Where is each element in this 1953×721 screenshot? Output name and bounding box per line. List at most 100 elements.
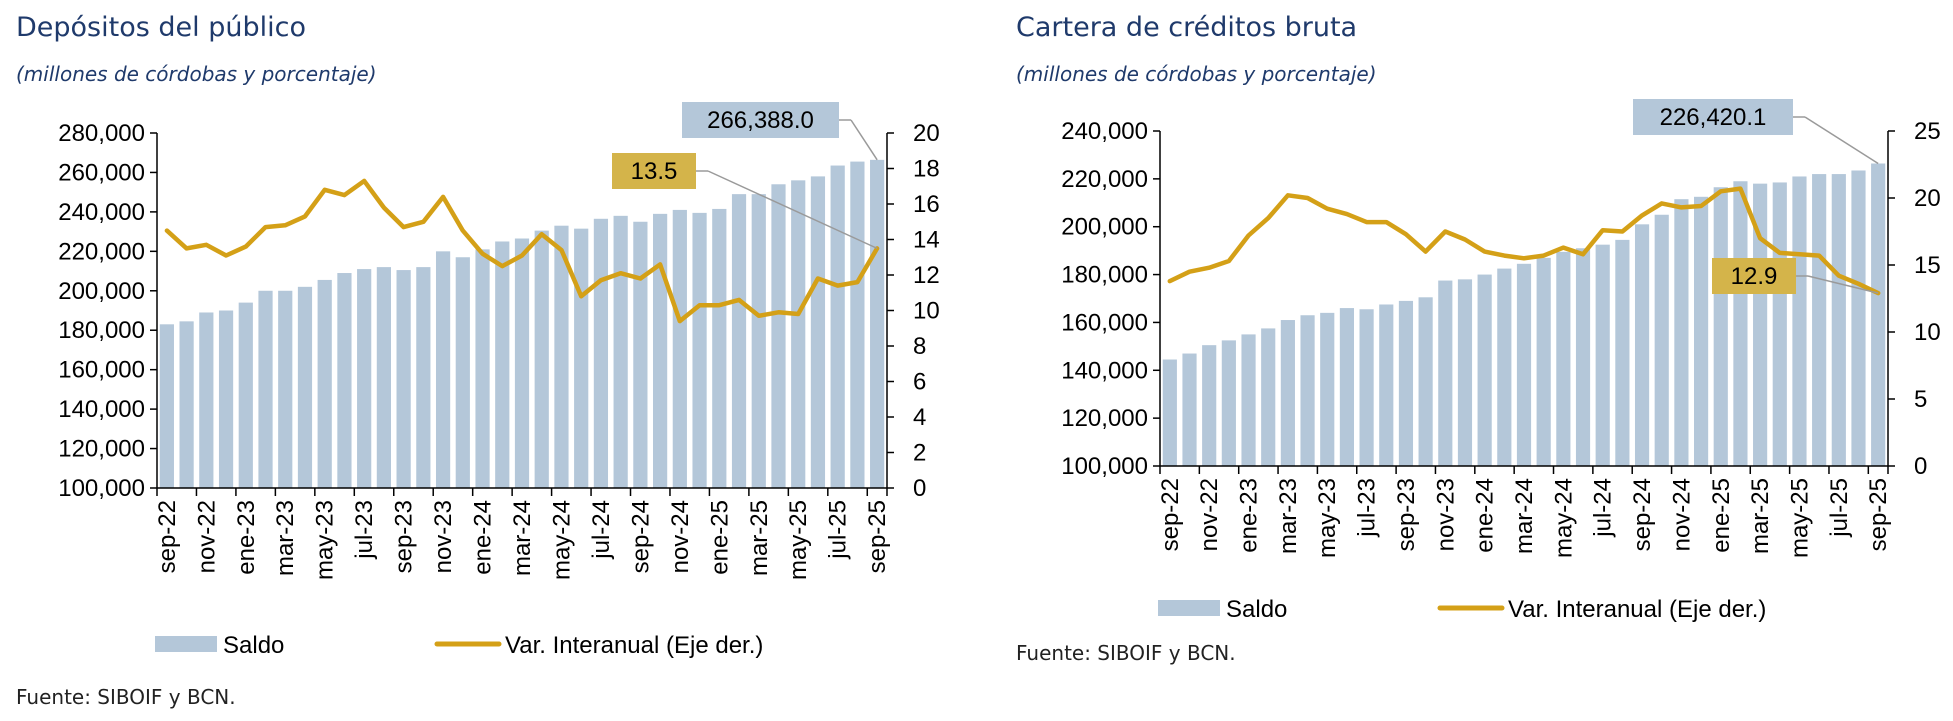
y-tick-label: 220,000 [58,238,145,265]
bar [317,279,332,488]
y-tick-label: 220,000 [1061,166,1148,193]
bar [396,270,411,488]
callout-box [1633,99,1793,135]
bar [337,273,352,488]
y-tick-label: 180,000 [1061,262,1148,289]
bar [514,238,530,488]
callout-line: 12.9 [1712,258,1879,294]
bar [554,225,569,488]
bar [1339,308,1355,466]
chart-title: Depósitos del público [16,12,306,43]
bar [1713,187,1728,466]
panel-cartera: Cartera de créditos bruta (millones de c… [1000,0,1953,721]
x-tick-label: ene-24 [1472,478,1499,553]
x-tick-label: nov-24 [1668,478,1695,551]
bar [1280,320,1295,466]
x-tick-label: mar-23 [1275,478,1302,554]
bar [1477,274,1492,466]
x-tick-label: sep-22 [1157,478,1184,551]
bar [1359,309,1374,466]
bar [1772,182,1787,467]
y2-tick-label: 5 [1914,386,1927,413]
callout-leader [1807,275,1879,294]
callout-leader [850,119,878,161]
y2-tick-label: 0 [913,475,926,502]
bar [1300,315,1315,466]
bar [1556,251,1571,466]
bar [1202,345,1217,466]
y2-tick-label: 18 [913,156,940,183]
x-tick-label: ene-25 [706,500,733,575]
bar [1418,297,1433,466]
legend-label: Var. Interanual (Eje der.) [505,632,763,659]
legend-label: Saldo [223,632,284,659]
bar-series [1162,163,1886,467]
x-tick-label: mar-24 [1511,478,1538,554]
callout-box [612,153,696,189]
bar [1595,244,1610,466]
callout-box [1712,258,1796,294]
callout-leader [707,170,878,250]
bar [475,249,490,488]
bar [1438,280,1453,466]
y2-tick-label: 25 [1914,118,1941,145]
bar [870,159,885,488]
bar [751,194,766,488]
bar [1261,328,1276,466]
bar [1615,239,1630,466]
source-note: Fuente: SIBOIF y BCN. [16,685,236,709]
callout-label: 13.5 [631,158,678,185]
bar [416,267,431,488]
x-tick-label: ene-25 [1708,478,1735,553]
bar [297,286,313,488]
callout-bar: 266,388.0 [682,102,878,161]
x-tick-label: sep-22 [154,500,181,573]
y-tick-label: 140,000 [1061,357,1148,384]
x-tick-label: may-25 [785,500,812,580]
x-tick-label: jul-23 [351,500,378,560]
chart-subtitle: (millones de córdobas y porcentaje) [1016,62,1377,86]
bar [534,230,549,488]
legend: Saldo Var. Interanual (Eje der.) [155,632,763,659]
bar [1575,248,1591,466]
y-tick-label: 120,000 [58,436,145,463]
bar [1162,359,1177,466]
y2-tick-label: 20 [913,120,940,147]
bar [258,290,273,488]
y-tick-label: 240,000 [58,199,145,226]
bar [1634,224,1650,466]
bar [731,194,747,488]
y-tick-label: 260,000 [58,159,145,186]
y2-tick-label: 2 [913,440,926,467]
x-tick-label: nov-24 [667,500,694,573]
bar [1753,183,1768,466]
x-tick-label: nov-22 [193,500,220,573]
y-tick-label: 140,000 [58,396,145,423]
bar [1320,312,1335,466]
y-tick-label: 160,000 [1061,309,1148,336]
y2-tick-label: 10 [913,298,940,325]
bar [278,290,293,488]
bar [574,228,589,488]
y2-tick-label: 12 [913,262,940,289]
bar [1674,199,1689,467]
callout-line: 13.5 [612,153,878,250]
x-tick-label: jul-25 [1826,478,1853,538]
legend: Saldo Var. Interanual (Eje der.) [1158,596,1766,623]
callout-box [682,102,839,138]
x-tick-label: sep-25 [864,500,891,573]
legend-label: Var. Interanual (Eje der.) [1508,596,1766,623]
bar [159,324,174,488]
y-tick-label: 200,000 [1061,214,1148,241]
x-tick-label: mar-25 [746,500,773,576]
x-tick-label: jul-23 [1354,478,1381,538]
y-tick-label: 180,000 [58,317,145,344]
bar [692,212,707,488]
bar [791,180,806,489]
x-tick-label: jul-24 [1590,478,1617,538]
x-tick-label: sep-23 [391,500,418,573]
y-tick-label: 100,000 [58,475,145,502]
x-tick-label: may-23 [312,500,339,580]
bar [238,302,253,488]
x-tick-label: may-24 [1550,478,1577,558]
